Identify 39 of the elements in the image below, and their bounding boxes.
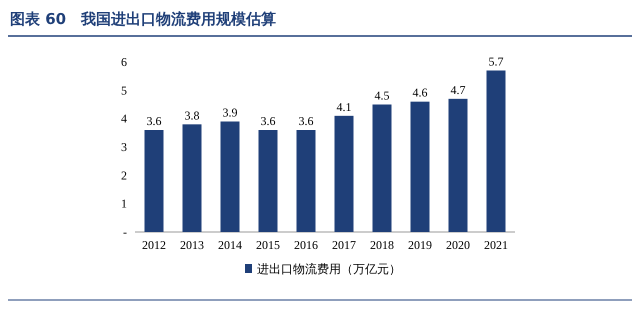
bar [410,102,430,232]
y-tick-label: 1 [121,196,127,211]
bar [220,122,240,232]
bar [144,130,164,232]
data-label: 3.6 [146,114,162,128]
x-tick-label: 2016 [294,238,318,252]
data-label: 5.7 [488,54,504,68]
data-label: 3.6 [298,114,314,128]
y-tick-label: 2 [121,168,127,182]
x-tick-label: 2013 [180,238,204,252]
data-label: 4.5 [374,88,390,102]
bar [182,124,202,232]
bar [486,70,506,232]
x-tick-label: 2015 [256,238,280,252]
x-tick-label: 2012 [142,238,166,252]
bar [448,98,468,232]
data-label: 4.6 [412,86,428,100]
data-label: 4.1 [336,100,352,114]
x-tick-label: 2020 [446,238,470,252]
x-tick-label: 2021 [484,238,508,252]
x-tick-label: 2018 [370,238,394,252]
y-tick-label: 6 [121,55,127,69]
y-tick-label: 3 [121,140,127,154]
y-tick-label: - [123,225,127,239]
legend-label: 进出口物流费用（万亿元） [257,262,401,276]
x-tick-label: 2017 [332,238,356,252]
data-label: 3.9 [222,106,238,120]
data-label: 4.7 [450,82,466,97]
y-tick-label: 4 [121,112,127,126]
bar [296,130,316,232]
bar [258,130,278,232]
data-label: 3.8 [184,108,200,122]
bar [334,116,354,232]
y-tick-label: 5 [121,83,127,98]
x-tick-label: 2014 [218,238,242,252]
chart-title: 图表 60 我国进出口物流费用规模估算 [10,10,276,28]
x-tick-label: 2019 [408,238,432,252]
data-label: 3.6 [260,114,276,128]
bar [372,104,392,232]
